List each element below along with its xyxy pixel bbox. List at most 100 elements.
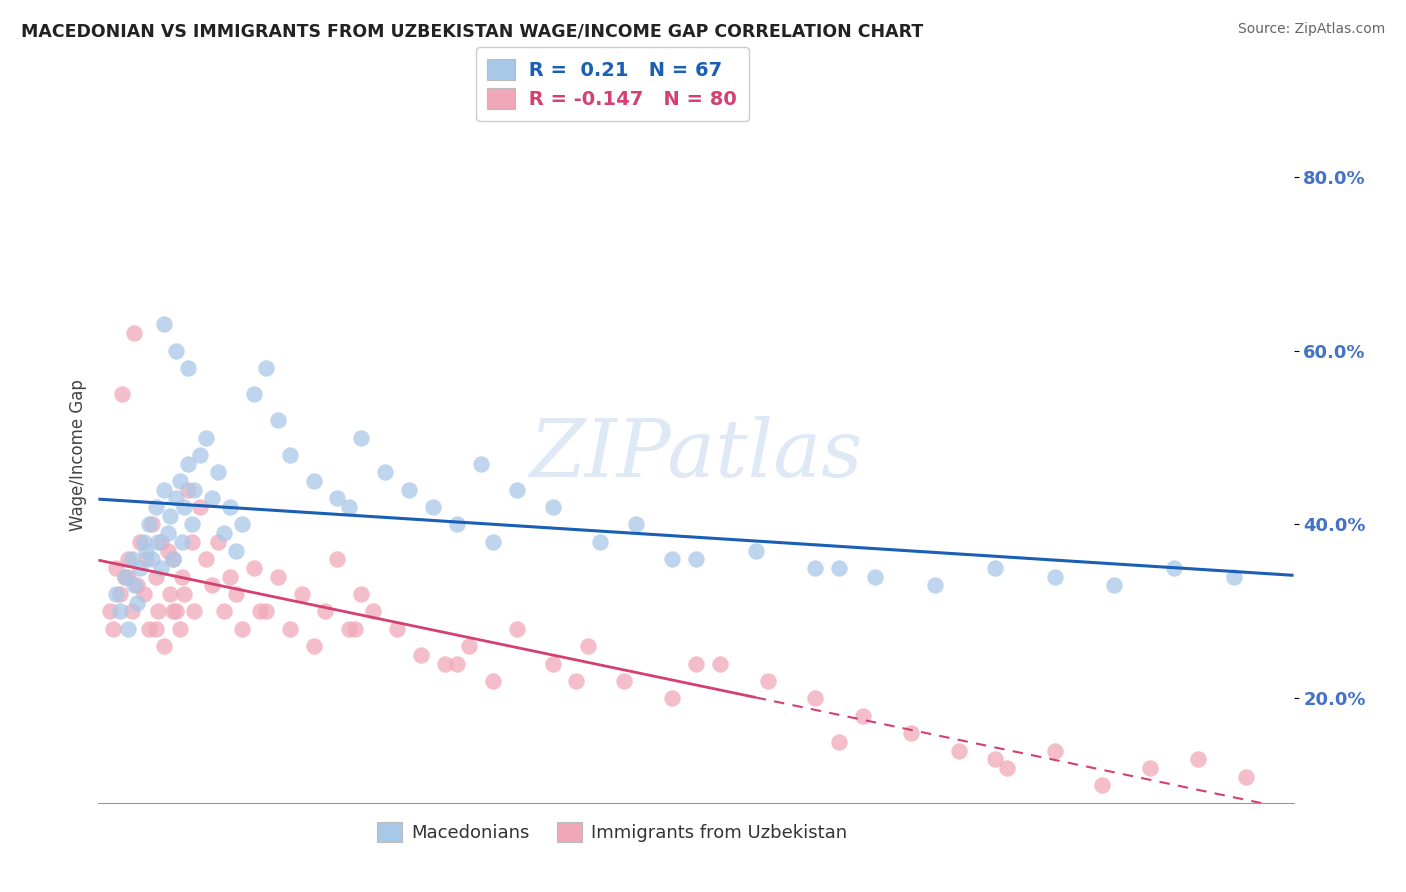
Point <box>124 326 146 341</box>
Point <box>169 474 191 488</box>
Point <box>169 622 191 636</box>
Point <box>828 735 851 749</box>
Point <box>195 552 218 566</box>
Point <box>984 561 1007 575</box>
Point <box>165 491 187 506</box>
Point <box>177 483 200 497</box>
Point <box>156 526 179 541</box>
Point <box>411 648 433 662</box>
Point <box>159 587 181 601</box>
Point <box>165 343 187 358</box>
Point <box>254 605 277 619</box>
Point <box>165 605 187 619</box>
Point <box>756 674 779 689</box>
Text: ZIPatlas: ZIPatlas <box>529 417 863 493</box>
Point <box>804 561 827 575</box>
Point <box>828 561 851 575</box>
Point <box>344 622 367 636</box>
Point <box>948 744 970 758</box>
Point <box>111 387 134 401</box>
Point <box>541 500 564 514</box>
Point <box>1043 744 1066 758</box>
Point <box>291 587 314 601</box>
Point <box>709 657 731 671</box>
Y-axis label: Wage/Income Gap: Wage/Income Gap <box>69 379 87 531</box>
Point <box>180 534 202 549</box>
Point <box>173 500 195 514</box>
Point <box>1139 761 1161 775</box>
Point <box>350 431 373 445</box>
Point <box>105 587 128 601</box>
Point <box>201 578 224 592</box>
Point <box>145 570 167 584</box>
Point <box>326 491 349 506</box>
Point <box>180 517 202 532</box>
Point <box>124 578 146 592</box>
Point <box>114 570 136 584</box>
Point <box>145 500 167 514</box>
Point <box>101 622 124 636</box>
Point <box>626 517 648 532</box>
Point <box>578 639 600 653</box>
Point <box>661 691 683 706</box>
Point <box>1234 770 1257 784</box>
Point <box>1163 561 1185 575</box>
Point <box>745 543 768 558</box>
Point <box>129 534 152 549</box>
Point <box>159 508 181 523</box>
Point <box>121 605 143 619</box>
Point <box>398 483 420 497</box>
Point <box>98 605 122 619</box>
Point <box>1043 570 1066 584</box>
Point <box>188 500 211 514</box>
Point <box>481 534 505 549</box>
Point <box>685 552 707 566</box>
Point <box>924 578 946 592</box>
Point <box>156 543 179 558</box>
Point <box>145 622 167 636</box>
Point <box>422 500 444 514</box>
Point <box>661 552 683 566</box>
Point <box>201 491 224 506</box>
Point <box>162 605 184 619</box>
Point <box>132 534 155 549</box>
Point <box>138 517 160 532</box>
Point <box>231 517 253 532</box>
Point <box>302 474 325 488</box>
Point <box>121 552 143 566</box>
Point <box>177 361 200 376</box>
Point <box>470 457 492 471</box>
Point <box>243 561 266 575</box>
Point <box>565 674 588 689</box>
Point <box>363 605 385 619</box>
Point <box>117 570 139 584</box>
Point <box>135 552 157 566</box>
Point <box>149 534 172 549</box>
Point <box>219 500 242 514</box>
Point <box>132 587 155 601</box>
Point <box>541 657 564 671</box>
Point <box>385 622 409 636</box>
Point <box>212 605 235 619</box>
Point <box>195 431 218 445</box>
Point <box>212 526 235 541</box>
Point <box>326 552 349 566</box>
Text: Source: ZipAtlas.com: Source: ZipAtlas.com <box>1237 22 1385 37</box>
Point <box>249 605 271 619</box>
Point <box>225 543 247 558</box>
Point <box>267 413 290 427</box>
Point <box>219 570 242 584</box>
Point <box>254 361 277 376</box>
Point <box>446 517 468 532</box>
Point <box>506 622 529 636</box>
Point <box>149 561 172 575</box>
Point <box>267 570 290 584</box>
Point <box>231 622 253 636</box>
Point <box>177 457 200 471</box>
Point <box>108 605 131 619</box>
Point <box>207 534 229 549</box>
Point <box>172 534 194 549</box>
Point <box>148 605 170 619</box>
Point <box>117 552 139 566</box>
Point <box>278 448 301 462</box>
